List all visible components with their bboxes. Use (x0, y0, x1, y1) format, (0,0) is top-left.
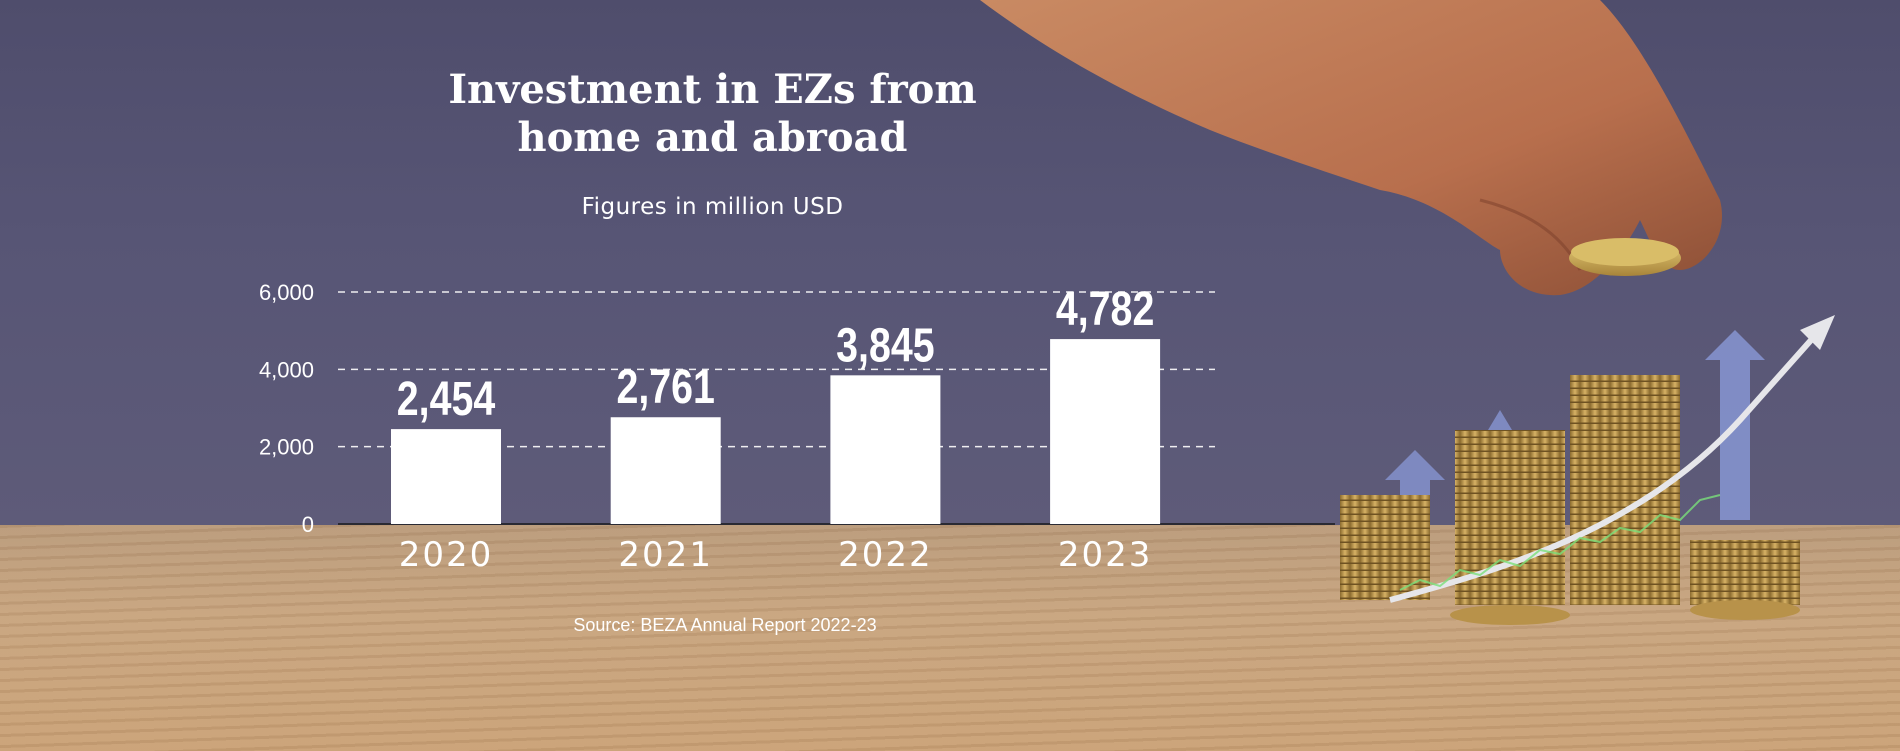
chart-subtitle: Figures in million USD (581, 194, 844, 220)
x-category-label: 2023 (1058, 535, 1153, 575)
bar-data-label: 4,782 (1056, 282, 1154, 336)
bar (391, 429, 501, 524)
chart-title: Investment in EZs from home and abroad (448, 66, 977, 161)
coin-stacks-growth-illustration (1340, 315, 1835, 625)
y-tick-label: 2,000 (259, 435, 314, 460)
bar-chart: 0 2,000 4,000 6,000 2,454 2020 2,761 2021 3,845 2… (259, 280, 1335, 575)
bar-data-label: 2,454 (397, 372, 496, 426)
bar-data-label: 3,845 (836, 319, 934, 373)
chart-source-note: Source: BEZA Annual Report 2022-23 (573, 615, 877, 635)
y-tick-label: 0 (302, 512, 314, 537)
x-category-label: 2021 (618, 535, 713, 575)
x-category-label: 2020 (399, 535, 494, 575)
bar-data-label: 2,761 (616, 361, 714, 415)
x-category-label: 2022 (838, 535, 933, 575)
y-tick-label: 4,000 (259, 357, 314, 382)
bar (610, 417, 721, 524)
bar (1050, 339, 1161, 524)
hand-with-coin-illustration (980, 0, 1722, 296)
y-tick-label: 6,000 (259, 280, 314, 305)
bar (830, 375, 941, 524)
